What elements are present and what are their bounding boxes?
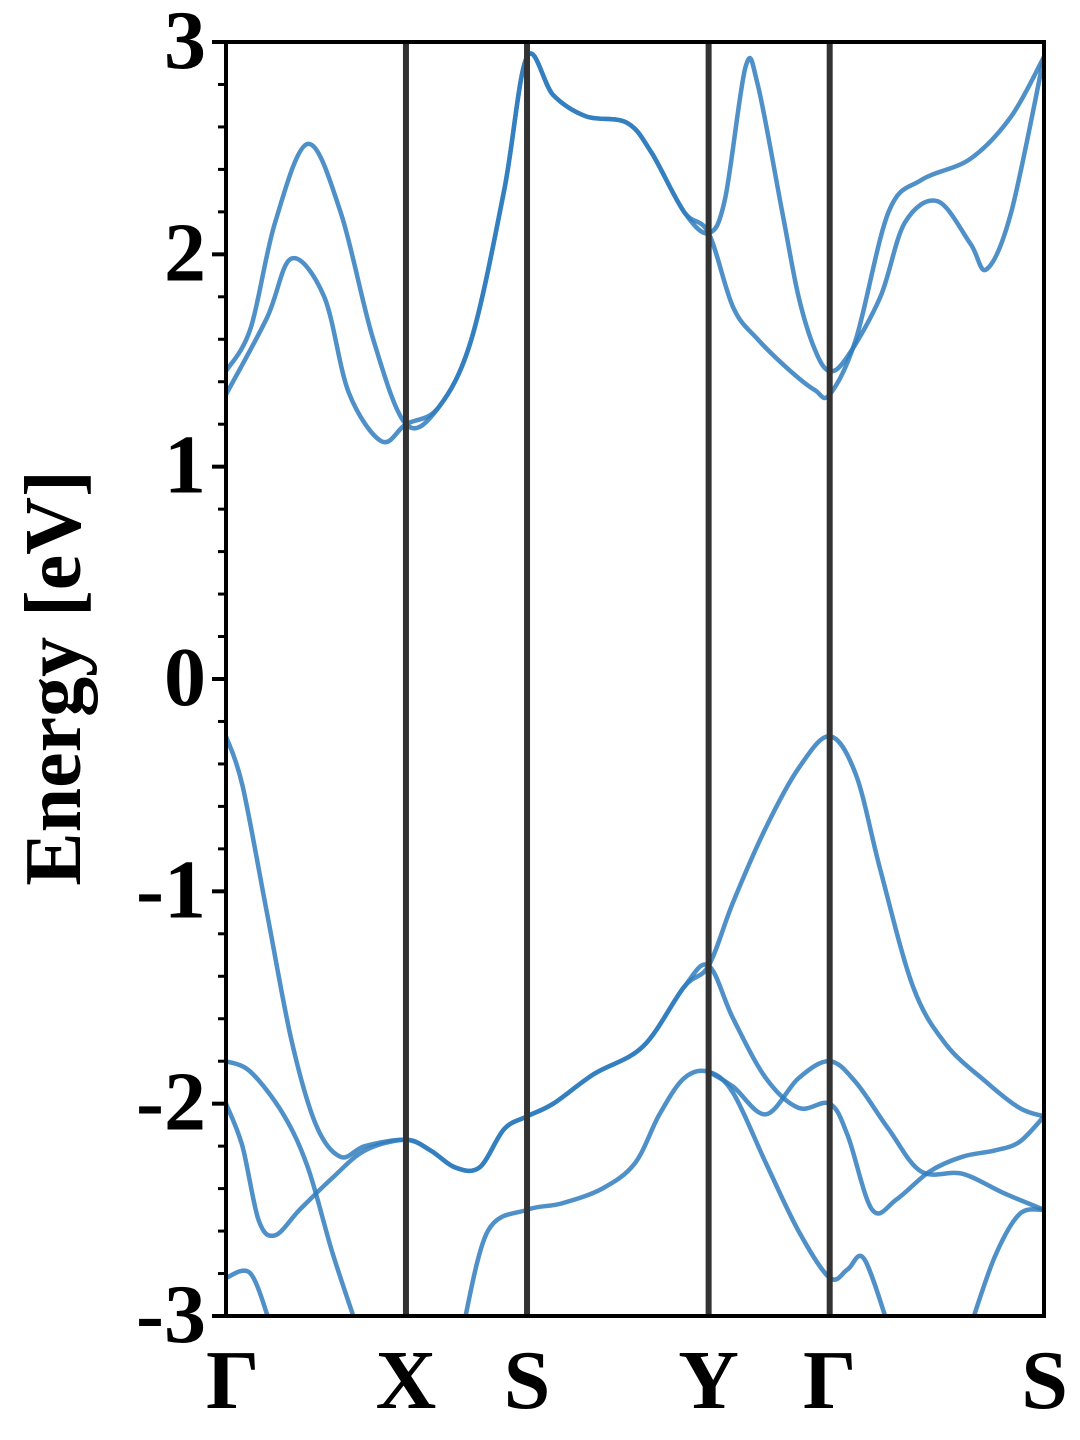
y-axis-label: Energy [eV] — [10, 470, 98, 885]
high-symmetry-lines — [402, 42, 833, 1316]
y-tick-label: -2 — [136, 1056, 206, 1149]
band-line-3 — [226, 734, 1044, 1174]
y-tick-label: 0 — [164, 631, 206, 724]
x-tick-label: X — [376, 1334, 437, 1427]
band-line-6 — [226, 1268, 270, 1316]
y-tick-label: 3 — [164, 0, 206, 87]
x-tick-label: Γ — [803, 1334, 856, 1427]
y-tick-label: -1 — [136, 843, 206, 936]
x-tick-label: Y — [678, 1334, 739, 1427]
y-tick-label: -3 — [136, 1268, 206, 1361]
y-axis-ticks: -3 -2 -1 0 1 2 3 — [136, 0, 226, 1361]
x-tick-label: S — [1021, 1334, 1068, 1427]
band-line-2 — [226, 51, 1044, 431]
x-tick-label: S — [504, 1334, 551, 1427]
y-tick-label: 2 — [164, 206, 206, 299]
band-line-1 — [226, 51, 1044, 445]
band-line-9 — [971, 1207, 1044, 1316]
band-line-7 — [463, 1068, 888, 1316]
band-lines — [226, 51, 1044, 1316]
y-tick-label: 1 — [164, 419, 206, 512]
x-tick-label: Γ — [206, 1334, 259, 1427]
band-line-4 — [226, 1059, 356, 1316]
band-line-8 — [707, 1058, 1044, 1212]
band-line-5 — [226, 962, 1044, 1239]
